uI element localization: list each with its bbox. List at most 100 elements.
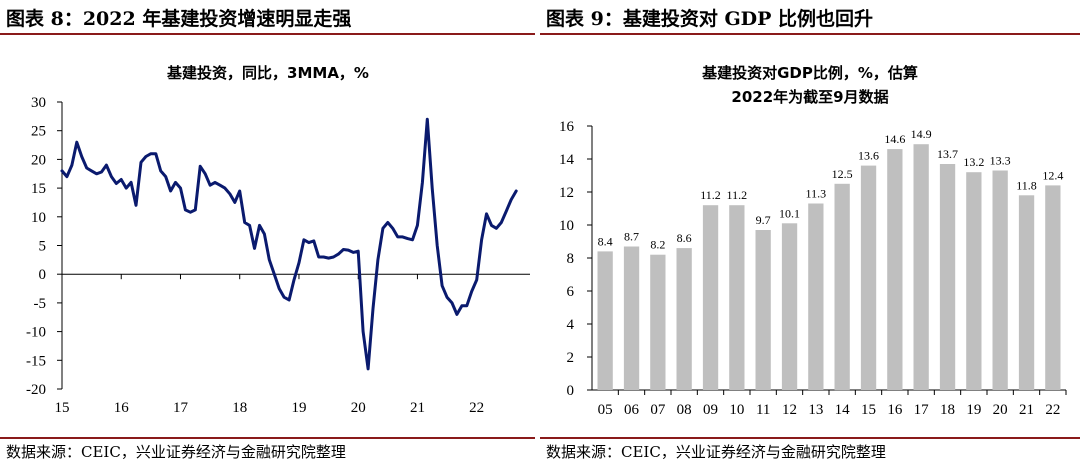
x-tick-label: 13 (808, 402, 823, 418)
right-bottom-rule (540, 437, 1080, 439)
x-tick-label: 08 (677, 402, 692, 418)
bar-chart: 基建投资对GDP比例，%，估算 2022年为截至9月数据 0 2 4 6 8 10 12 14… (559, 64, 1067, 418)
y-tick-label: 2 (567, 350, 575, 366)
bar-10 (729, 205, 745, 390)
x-tick-label: 16 (887, 402, 903, 418)
x-tick-label: 06 (624, 402, 640, 418)
x-tick-label: 15 (861, 402, 876, 418)
line-chart-axes: 30 25 20 15 10 5 0 -5 -10 -15 -20 15 16 17 18 19 20 21 22 (26, 95, 530, 416)
y-tick-label: 5 (39, 239, 47, 255)
y-tick-label: -10 (26, 325, 46, 341)
y-tick-label: 10 (31, 210, 46, 226)
x-tick-label: 14 (835, 402, 851, 418)
x-tick-label: 12 (782, 402, 797, 418)
bar-data-label: 14.6 (884, 132, 905, 146)
right-figure-title: 图表 9：基建投资对 GDP 比例也回升 (546, 8, 874, 30)
bar-data-label: 11.8 (1016, 178, 1037, 192)
x-tick-label: 18 (232, 400, 247, 416)
bar-18 (939, 164, 956, 390)
bar-chart-axes: 0 2 4 6 8 10 12 14 16 05 06 07 08 09 10 11 12 13 14 15 16 17 1… (559, 119, 1067, 418)
right-source-note: 数据来源：CEIC，兴业证券经济与金融研究院整理 (546, 443, 886, 461)
bar-data-label: 13.7 (937, 147, 958, 161)
bar-data-label: 8.6 (677, 231, 692, 245)
left-top-rule (0, 33, 535, 35)
bar-data-label: 8.7 (624, 229, 639, 243)
line-chart-title: 基建投资，同比，3MMA，% (166, 64, 369, 82)
line-chart: 基建投资，同比，3MMA，% 30 25 20 15 10 5 0 -5 -10 -15 -20 15… (26, 64, 530, 416)
bar-13 (808, 203, 824, 390)
x-tick-label: 18 (940, 402, 955, 418)
x-tick-label: 17 (914, 402, 930, 418)
y-tick-label: -5 (34, 296, 47, 312)
x-tick-label: 11 (756, 402, 770, 418)
y-tick-label: -20 (26, 382, 46, 398)
bar-05 (597, 251, 613, 390)
y-tick-label: 0 (567, 383, 575, 399)
y-tick-label: 4 (567, 317, 575, 333)
bar-09 (702, 205, 719, 390)
bar-19 (966, 172, 982, 390)
y-tick-label: 10 (559, 218, 574, 234)
x-tick-label: 19 (291, 400, 306, 416)
bar-12 (781, 223, 798, 390)
y-tick-label: 16 (559, 119, 575, 135)
x-tick-label: 21 (410, 400, 425, 416)
x-tick-label: 19 (966, 402, 981, 418)
y-tick-label: 8 (567, 251, 575, 267)
y-tick-label: 25 (31, 124, 46, 140)
left-figure-title: 图表 8：2022 年基建投资增速明显走强 (6, 8, 352, 30)
right-panel: 图表 9：基建投资对 GDP 比例也回升 基建投资对GDP比例，%，估算 202… (540, 0, 1080, 464)
bar-data-label: 13.6 (858, 149, 879, 163)
bar-data-label: 11.3 (806, 187, 827, 201)
bar-data-label: 13.3 (990, 154, 1011, 168)
x-tick-label: 05 (598, 402, 613, 418)
infra-yoy-series-line (60, 117, 518, 371)
y-tick-label: 14 (559, 152, 575, 168)
bar-16 (887, 149, 903, 390)
bar-data-label: 8.2 (650, 238, 665, 252)
x-tick-label: 21 (1019, 402, 1034, 418)
y-tick-label: 15 (31, 181, 46, 197)
bar-20 (992, 170, 1008, 390)
y-tick-label: 20 (31, 152, 46, 168)
bar-08 (676, 248, 692, 390)
x-tick-label: 17 (173, 400, 189, 416)
x-tick-label: 22 (469, 400, 484, 416)
bar-chart-bars: 8.4 8.7 8.2 8.6 11.2 11.2 9.7 10.1 11.3 12.5 13.6 1… (597, 127, 1063, 391)
x-tick-label: 15 (55, 400, 70, 416)
left-bottom-rule (0, 437, 535, 439)
x-tick-label: 20 (993, 402, 1008, 418)
bar-22 (1045, 185, 1061, 390)
x-tick-label: 07 (650, 402, 666, 418)
y-tick-label: 30 (31, 95, 46, 111)
y-tick-label: 0 (39, 267, 47, 283)
bar-07 (650, 254, 666, 390)
bar-data-label: 12.5 (832, 167, 853, 181)
left-panel: 图表 8：2022 年基建投资增速明显走强 基建投资，同比，3MMA，% 30 2… (0, 0, 535, 464)
bar-chart-subtitle: 2022年为截至9月数据 (731, 88, 888, 106)
bar-17 (913, 144, 929, 390)
y-tick-label: -15 (26, 353, 46, 369)
bar-14 (834, 183, 850, 391)
left-source-note: 数据来源：CEIC，兴业证券经济与金融研究院整理 (6, 443, 346, 461)
bar-data-label: 13.2 (963, 155, 984, 169)
x-tick-label: 16 (114, 400, 130, 416)
bar-21 (1018, 195, 1035, 390)
x-tick-label: 09 (703, 402, 718, 418)
bar-11 (755, 230, 771, 390)
bar-data-label: 9.7 (756, 213, 771, 227)
bar-data-label: 11.2 (727, 188, 748, 202)
x-tick-label: 10 (729, 402, 744, 418)
bar-15 (860, 165, 877, 390)
bar-data-label: 10.1 (779, 206, 800, 220)
bar-data-label: 8.4 (598, 234, 613, 248)
bar-data-label: 14.9 (911, 127, 932, 141)
bar-chart-title: 基建投资对GDP比例，%，估算 (701, 64, 918, 82)
y-tick-label: 12 (559, 185, 574, 201)
x-tick-label: 22 (1045, 402, 1060, 418)
x-tick-label: 20 (351, 400, 366, 416)
bar-06 (623, 246, 640, 390)
bar-data-label: 11.2 (700, 188, 721, 202)
bar-data-label: 12.4 (1042, 168, 1063, 182)
right-top-rule (540, 33, 1080, 35)
